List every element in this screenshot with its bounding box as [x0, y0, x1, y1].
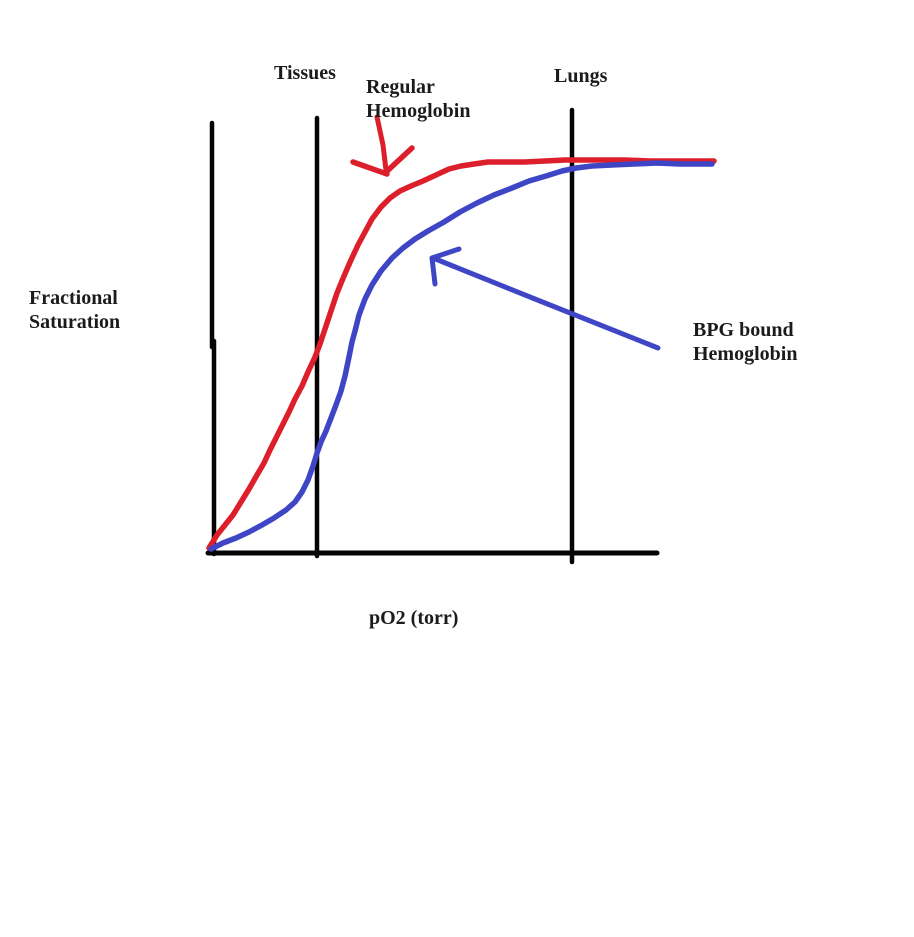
regular-hemoglobin-label-line2: Hemoglobin: [366, 100, 471, 122]
x-axis-label: pO2 (torr): [369, 607, 459, 629]
regular-hemoglobin-curve: [206, 157, 717, 551]
red-arrow-wing-left: [350, 159, 390, 177]
regular-hemoglobin-label: Regular Hemoglobin: [366, 75, 470, 123]
blue-arrow-wing-top: [429, 246, 462, 261]
bpg-hemoglobin-label-line2: Hemoglobin: [693, 343, 798, 365]
bpg-hemoglobin-label-line1: BPG bound: [693, 319, 794, 341]
y-axis-label-line1: Fractional: [29, 287, 118, 309]
red-arrow-shaft: [374, 114, 389, 173]
red-arrow-wing-right: [382, 145, 415, 176]
blue-arrow-wing-bottom: [429, 255, 438, 287]
lungs-reference-label: Lungs: [554, 65, 608, 87]
y-axis-label-line2: Saturation: [29, 311, 121, 333]
y-axis-label: Fractional Saturation: [29, 286, 120, 334]
blue-arrow-shaft: [430, 255, 661, 351]
regular-hemoglobin-label-line1: Regular: [366, 76, 435, 98]
bpg-hemoglobin-label: BPG bound Hemoglobin: [693, 318, 797, 366]
bpg-hemoglobin-curve: [208, 160, 715, 552]
tissues-reference-label: Tissues: [274, 62, 336, 84]
